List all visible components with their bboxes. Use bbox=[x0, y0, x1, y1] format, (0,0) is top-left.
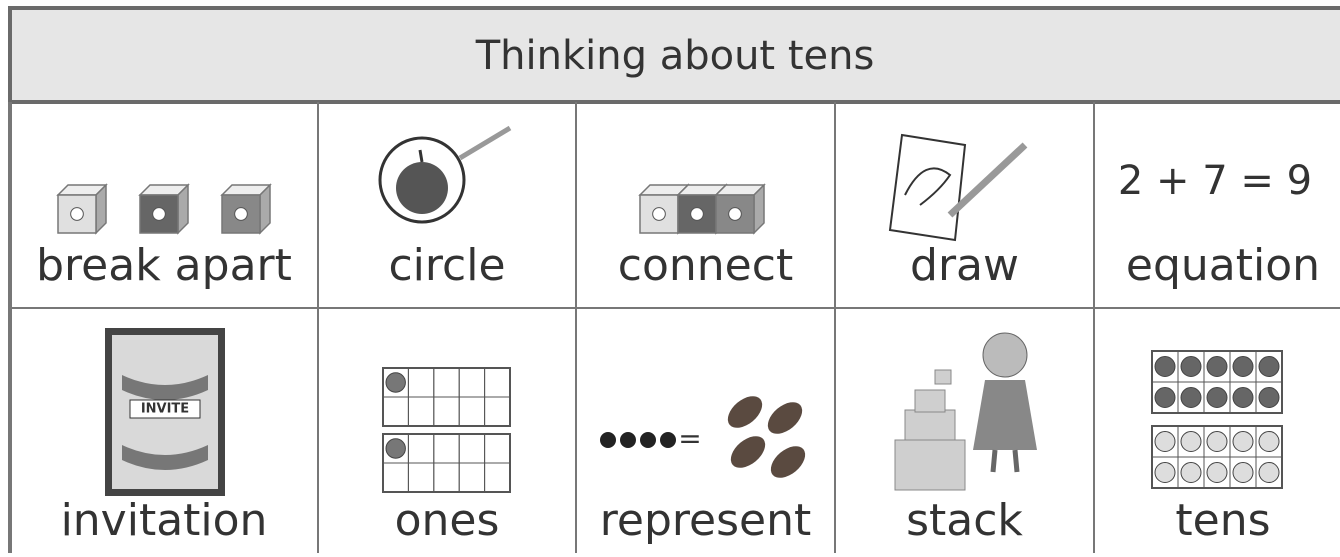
cell-label: connect bbox=[618, 240, 793, 291]
cube-hole bbox=[70, 207, 84, 221]
counter bbox=[1258, 431, 1280, 452]
header-title: Thinking about tens bbox=[475, 33, 875, 79]
equals: = bbox=[678, 422, 701, 455]
counter bbox=[1232, 431, 1254, 452]
cell-label: stack bbox=[906, 495, 1023, 546]
counter bbox=[1258, 387, 1280, 408]
counter bbox=[1154, 431, 1176, 452]
counter bbox=[1206, 387, 1228, 408]
header-band bbox=[8, 6, 1340, 104]
ten-frame-cell bbox=[484, 462, 511, 493]
cube-hole bbox=[234, 207, 248, 221]
icons: = bbox=[56, 125, 1283, 496]
cell-label: equation bbox=[1126, 240, 1320, 291]
counter bbox=[1180, 431, 1202, 452]
cube-hole bbox=[690, 207, 704, 221]
invite-text: INVITE bbox=[141, 402, 189, 417]
counter bbox=[385, 372, 406, 393]
cell-label: break apart bbox=[36, 240, 292, 291]
cube-hole bbox=[728, 207, 742, 221]
counter bbox=[1206, 356, 1228, 377]
counter bbox=[1154, 462, 1176, 483]
counter bbox=[385, 438, 406, 459]
ten-frame-cell bbox=[1255, 381, 1283, 414]
counter bbox=[1258, 356, 1280, 377]
grid bbox=[8, 102, 1340, 553]
counter bbox=[1180, 462, 1202, 483]
counter bbox=[1180, 356, 1202, 377]
counter bbox=[1206, 462, 1228, 483]
counter bbox=[1154, 387, 1176, 408]
counter bbox=[1232, 462, 1254, 483]
counter bbox=[1258, 462, 1280, 483]
ten-frame-cell bbox=[1255, 456, 1283, 489]
cube-hole bbox=[652, 207, 666, 221]
counter bbox=[1232, 356, 1254, 377]
cell-label: represent bbox=[600, 495, 811, 546]
cell-label: tens bbox=[1175, 495, 1270, 546]
counter bbox=[1232, 387, 1254, 408]
equation-text: 2 + 7 = 9 bbox=[1118, 158, 1312, 204]
cell-label: invitation bbox=[61, 495, 268, 546]
counter bbox=[1206, 431, 1228, 452]
cell-label: draw bbox=[910, 240, 1019, 291]
counter bbox=[1154, 356, 1176, 377]
counter bbox=[1180, 387, 1202, 408]
cell-label: ones bbox=[395, 495, 500, 546]
ten-frame-cell bbox=[484, 396, 511, 427]
cell-label: circle bbox=[388, 240, 505, 291]
cube-hole bbox=[152, 207, 166, 221]
